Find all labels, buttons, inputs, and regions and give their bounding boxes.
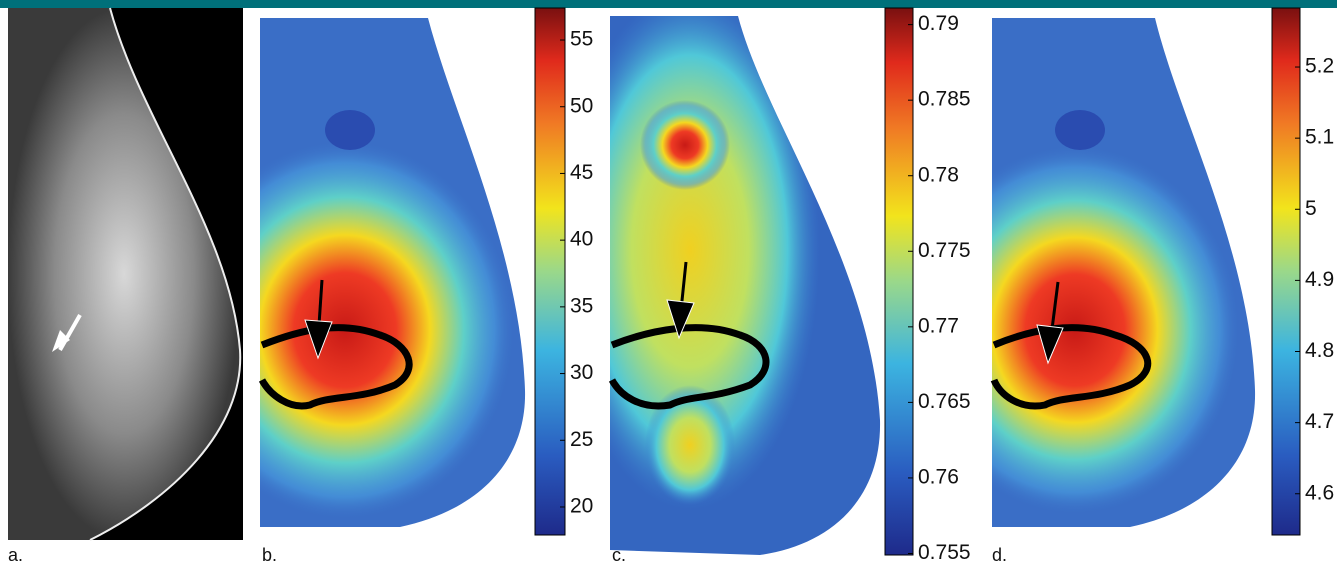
colorbar [1272, 8, 1300, 535]
colorbar-tick-label: 0.76 [918, 465, 959, 488]
colorbar-tick-label: 4.7 [1305, 410, 1334, 433]
header-bar [0, 0, 1337, 8]
panel-label: a. [8, 545, 23, 565]
colorbar-tick-label: 0.77 [918, 314, 959, 337]
colorbar-tick-label: 0.765 [918, 390, 971, 413]
panel-label: c. [612, 545, 626, 565]
colorbar-tick-label: 20 [570, 495, 593, 518]
figure: a. b. 20 25 30 35 40 45 50 55 c. 0.755 0.76 0.765 0.77… [0, 0, 1337, 567]
colorbar-tick-label: 50 [570, 94, 593, 117]
colorbar-tick-label: 0.78 [918, 163, 959, 186]
panel-label: b. [262, 545, 277, 565]
colorbar-tick-label: 30 [570, 361, 593, 384]
mammogram [8, 8, 243, 540]
colorbar-tick-label: 4.8 [1305, 339, 1334, 362]
colorbar-tick-label: 0.785 [918, 88, 971, 111]
colorbar-tick-label: 45 [570, 161, 593, 184]
colorbar-tick-label: 0.79 [918, 12, 959, 35]
heatmap [560, 0, 885, 560]
page: a. b. 20 25 30 35 40 45 50 55 c. 0.755 0.76 0.765 0.77… [0, 0, 1337, 567]
panel-label: d. [992, 545, 1007, 565]
colorbar-tick-label: 55 [570, 28, 593, 51]
colorbar-tick-label: 25 [570, 428, 593, 451]
colorbar [535, 8, 565, 535]
colorbar-tick-label: 0.775 [918, 239, 971, 262]
colorbar-tick-label: 5 [1305, 197, 1317, 220]
colorbar [885, 8, 913, 555]
colorbar-tick-label: 35 [570, 294, 593, 317]
colorbar-tick-label: 0.755 [918, 541, 971, 564]
colorbar-tick-label: 5.2 [1305, 55, 1334, 78]
colorbar-tick-label: 4.6 [1305, 481, 1334, 504]
colorbar-tick-label: 5.1 [1305, 126, 1334, 149]
colorbar-tick-label: 4.9 [1305, 268, 1334, 291]
colorbar-tick-label: 40 [570, 228, 593, 251]
